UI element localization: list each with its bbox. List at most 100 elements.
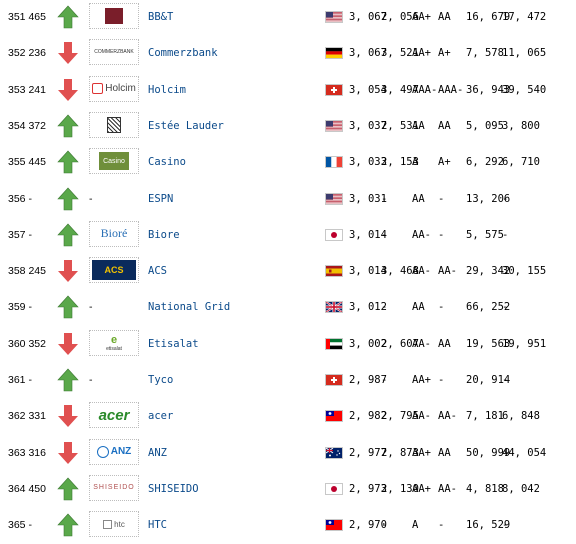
brand-name-link[interactable]: ACS [148,265,167,278]
casino-logo[interactable]: Casino [89,148,139,175]
rank-cell: 365 - [8,519,32,532]
value-4: - [502,374,509,386]
value-3: 19, 563 [466,337,511,350]
value-4: 17, 472 [502,11,547,23]
acer-logo[interactable]: acer [89,402,139,429]
prev-rating: AA [438,11,451,23]
prev-rating: - [438,374,445,386]
brand-value: 3, 033 [349,156,387,169]
value-4: 6, 848 [502,410,540,423]
rank-cell: 353 241 [8,83,46,96]
value-3: 50, 999 [466,446,511,459]
rating: AAA- [412,83,438,96]
brand-name-link[interactable]: SHISEIDO [148,482,199,495]
brand-value: 3, 054 [349,83,387,96]
logo-missing-dash: - [89,374,93,386]
value-4: 19, 951 [502,337,547,350]
value-3: 7, 578 [466,47,504,60]
bbt-logo[interactable] [89,3,139,29]
prev-rating: AA [438,337,451,350]
prev-rating: A+ [438,47,451,60]
arrow-down-icon [56,77,80,103]
arrow-up-icon [56,4,80,30]
value-3: 16, 679 [466,11,511,23]
anz-logo[interactable]: ANZ [89,438,139,465]
table-row: 364 450 SHISEIDO SHISEIDO 2, 973 2, 130 AA+ AA… [0,472,576,508]
value-3: 13, 206 [466,192,511,205]
brand-value: 2, 973 [349,482,387,495]
prev-brand-value: 2, 873 [381,446,419,459]
brand-value: 3, 014 [349,265,387,278]
rating: AA+ [412,374,431,386]
prev-rating: A+ [438,156,451,169]
prev-brand-value: - [381,192,388,205]
brand-name-link[interactable]: Holcim [148,83,186,96]
value-4: 30, 155 [502,265,547,278]
brand-name-link[interactable]: Estée Lauder [148,119,224,132]
flag-tw-icon [325,519,343,532]
acs-logo[interactable]: ACS [89,257,139,284]
brand-name-link[interactable]: Biore [148,228,180,241]
estee-lauder-logo[interactable] [89,111,139,138]
holcim-logo[interactable]: Holcim [89,75,139,102]
rating: AA+ [412,47,431,60]
prev-brand-value: - [381,374,388,386]
shiseido-logo[interactable]: SHISEIDO [89,474,139,501]
value-4: 39, 540 [502,83,547,96]
brand-name-link[interactable]: Etisalat [148,337,199,350]
prev-brand-value: - [381,301,388,314]
flag-us-icon [325,192,343,205]
prev-rating: - [438,228,445,241]
brand-name-link[interactable]: ESPN [148,192,174,205]
brand-name-link[interactable]: acer [148,410,174,423]
brand-name-link[interactable]: ANZ [148,446,167,459]
table-row: 365 - htc HTC 2, 970- A -16, 529- [0,508,576,544]
prev-brand-value: 2, 607 [381,337,419,350]
brand-name-link[interactable]: Tyco [148,374,174,386]
brand-value: 3, 067 [349,47,387,60]
flag-au-icon [325,446,343,459]
prev-brand-value: - [381,519,388,532]
prev-rating: - [438,192,445,205]
value-3: 36, 943 [466,83,511,96]
table-row: 362 331 acer acer 2, 982 2, 795 AA- AA- 7, 181 6… [0,399,576,435]
rating: AA- [412,410,431,423]
brand-name-link[interactable]: BB&T [148,11,174,23]
rank-cell: 351 465 [8,11,46,23]
biore-logo[interactable]: Bioré [89,220,139,247]
prev-brand-value: 2, 795 [381,410,419,423]
table-row: 363 316 ANZ ANZ 2, 977 2, 873 AA+ AA 50, 999 44,… [0,436,576,472]
rank-cell: 359 - [8,301,32,314]
brand-value: 2, 987 [349,374,387,386]
flag-us-icon [325,11,343,23]
brand-name-link[interactable]: HTC [148,519,167,532]
prev-rating: AA- [438,482,457,495]
etisalat-logo[interactable]: e etisalat [89,329,139,356]
htc-logo[interactable]: htc [89,511,139,538]
table-row: 353 241 Holcim Holcim 3, 054 3, 497 AAA- AAA- 3… [0,73,576,109]
value-3: 7, 181 [466,410,504,423]
brand-name-link[interactable]: National Grid [148,301,231,314]
brand-value: 3, 037 [349,119,387,132]
prev-rating: AA- [438,265,457,278]
prev-brand-value: 2, 056 [381,11,419,23]
brand-name-link[interactable]: Commerzbank [148,47,218,60]
rank-cell: 352 236 [8,47,46,60]
prev-brand-value: 2, 531 [381,119,419,132]
value-3: 66, 252 [466,301,511,314]
arrow-up-icon [56,113,80,139]
commerzbank-logo[interactable]: COMMERZBANK [89,39,139,66]
value-4: 44, 054 [502,446,547,459]
prev-rating: AA [438,446,451,459]
brand-value: 3, 067 [349,11,387,23]
brand-value: 2, 977 [349,446,387,459]
rank-cell: 363 316 [8,446,46,459]
flag-jp-icon [325,228,343,241]
rank-cell: 364 450 [8,482,46,495]
brand-value: 3, 014 [349,228,387,241]
table-row: 360 352 e etisalat Etisalat 3, 002 2, 607 AA- A… [0,327,576,363]
table-row: 354 372 Estée Lauder 3, 037 2, 531 AA AA 5, 09… [0,109,576,145]
table-row: 357 - Bioré Biore 3, 014- AA- -5, 575- [0,218,576,254]
brand-name-link[interactable]: Casino [148,156,186,169]
rating: AA [412,301,425,314]
